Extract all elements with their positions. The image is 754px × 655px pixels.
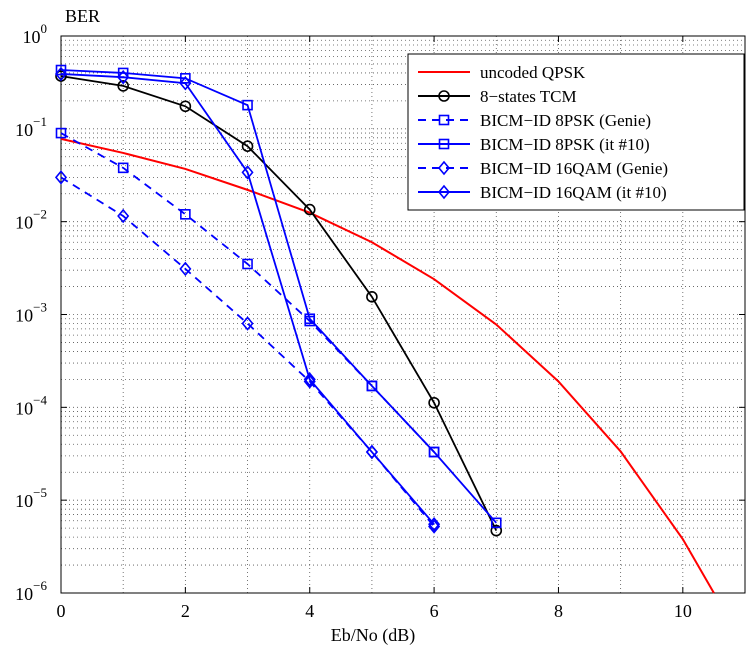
data-point — [117, 80, 129, 92]
legend-label: BICM−ID 16QAM (it #10) — [480, 183, 667, 202]
y-tick-label: 10−2 — [15, 207, 47, 233]
legend-marker — [438, 114, 450, 126]
x-tick-label: 6 — [430, 601, 439, 621]
y-tick-label: 100 — [23, 21, 48, 47]
series-8-states-tcm — [55, 70, 503, 537]
data-point — [180, 209, 191, 220]
data-point — [490, 524, 503, 537]
data-point — [304, 313, 316, 325]
data-point — [241, 140, 254, 153]
data-point — [117, 69, 130, 85]
y-tick-label: 10−4 — [15, 392, 47, 418]
data-point — [117, 208, 130, 224]
legend-item: BICM−ID 8PSK (Genie) — [418, 111, 651, 130]
data-point — [241, 165, 254, 180]
data-point — [428, 396, 440, 409]
data-point — [366, 291, 378, 303]
x-tick-label: 10 — [674, 601, 692, 621]
legend: uncoded QPSK 8−states TCM BICM−ID 8PSK (Ge… — [407, 53, 745, 211]
x-tick-label: 2 — [181, 601, 190, 621]
series-bicm-id-16qam-it-10 — [54, 66, 441, 532]
data-point — [428, 446, 440, 458]
legend-label: BICM−ID 8PSK (Genie) — [480, 111, 651, 130]
legend-label: BICM−ID 8PSK (it #10) — [480, 135, 650, 154]
legend-marker — [438, 90, 450, 102]
data-point — [241, 316, 254, 331]
y-axis-label: BER — [65, 6, 100, 26]
y-tick-label: 10−6 — [15, 578, 47, 604]
data-point — [303, 203, 316, 216]
data-point — [428, 519, 441, 534]
y-tick-label: 10−1 — [15, 114, 47, 140]
y-tick-label: 10−3 — [15, 300, 47, 326]
data-point — [54, 66, 68, 82]
legend-marker — [437, 160, 451, 176]
legend-item: BICM−ID 16QAM (it #10) — [418, 183, 667, 202]
data-point — [428, 517, 441, 532]
legend-marker — [437, 184, 451, 200]
x-axis-label: Eb/No (dB) — [331, 625, 416, 646]
legend-label: BICM−ID 16QAM (Genie) — [480, 159, 668, 178]
legend-label: 8−states TCM — [480, 87, 577, 106]
series-line — [60, 137, 715, 594]
series-line — [60, 176, 435, 528]
series-lines — [54, 64, 715, 594]
data-point — [303, 372, 316, 387]
data-point — [54, 170, 68, 185]
data-point — [490, 517, 502, 529]
series-line — [60, 132, 435, 453]
series-line — [60, 69, 497, 524]
series-uncoded-qpsk — [60, 137, 715, 594]
legend-box — [407, 53, 745, 211]
series-line — [60, 75, 498, 532]
y-tick-label: 10−5 — [15, 485, 47, 511]
legend-item: uncoded QPSK — [418, 63, 586, 82]
data-point — [366, 380, 378, 392]
x-tick-label: 0 — [57, 601, 66, 621]
series-line — [60, 73, 435, 525]
data-point — [303, 374, 316, 389]
data-point — [179, 75, 192, 91]
x-tick-label: 8 — [554, 601, 563, 621]
data-point — [365, 444, 378, 460]
legend-item: BICM−ID 8PSK (it #10) — [418, 135, 650, 154]
legend-marker — [438, 138, 450, 150]
legend-label: uncoded QPSK — [480, 63, 586, 82]
data-point — [242, 258, 253, 270]
legend-item: 8−states TCM — [418, 87, 577, 106]
data-point — [117, 162, 129, 174]
x-tick-label: 4 — [305, 601, 314, 621]
axis-ticks: 0 2 4 6 8 10 100 10−1 10−2 10−3 10−4 10−5 10−6 — [15, 21, 745, 621]
legend-item: BICM−ID 16QAM (Genie) — [418, 159, 668, 178]
data-point — [242, 99, 253, 111]
data-point — [55, 127, 67, 139]
data-point — [179, 100, 192, 113]
data-point — [179, 261, 192, 277]
